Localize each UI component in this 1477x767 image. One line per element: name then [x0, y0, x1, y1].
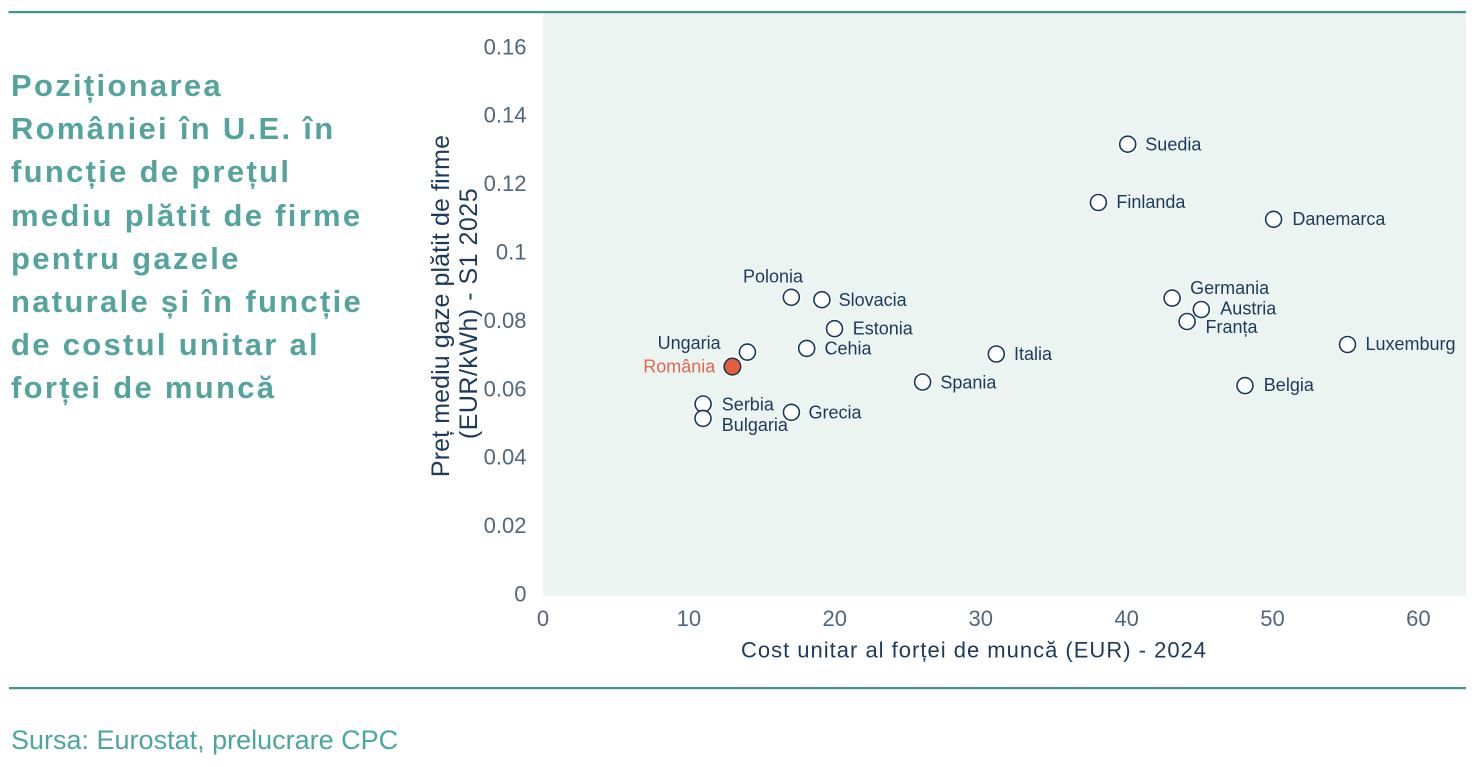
svg-text:Cehia: Cehia: [825, 339, 873, 359]
svg-text:50: 50: [1260, 606, 1284, 631]
svg-text:Polonia: Polonia: [743, 267, 804, 287]
svg-text:0: 0: [514, 582, 526, 607]
svg-text:0.04: 0.04: [484, 445, 527, 470]
svg-text:Finlanda: Finlanda: [1116, 192, 1186, 212]
svg-text:0: 0: [537, 606, 549, 631]
svg-text:0.02: 0.02: [484, 513, 527, 538]
svg-text:Danemarca: Danemarca: [1292, 209, 1386, 229]
svg-text:Belgia: Belgia: [1264, 375, 1315, 395]
svg-text:Grecia: Grecia: [809, 403, 863, 423]
svg-text:Italia: Italia: [1014, 344, 1053, 364]
svg-text:30: 30: [968, 606, 992, 631]
svg-text:10: 10: [677, 606, 701, 631]
svg-text:Ungaria: Ungaria: [658, 333, 722, 353]
svg-text:Estonia: Estonia: [853, 319, 914, 339]
svg-text:60: 60: [1406, 606, 1430, 631]
svg-text:0.12: 0.12: [484, 171, 527, 196]
svg-text:Austria: Austria: [1220, 298, 1277, 318]
svg-text:0.14: 0.14: [484, 103, 527, 128]
svg-text:0.16: 0.16: [484, 34, 527, 59]
svg-text:Luxemburg: Luxemburg: [1366, 334, 1456, 354]
svg-text:România: România: [643, 356, 716, 376]
svg-text:Preț mediu gaze plătit de firm: Preț mediu gaze plătit de firme: [427, 135, 455, 477]
svg-text:Spania: Spania: [940, 373, 997, 393]
svg-text:Slovacia: Slovacia: [839, 290, 908, 310]
svg-text:Franța: Franța: [1206, 317, 1259, 337]
svg-text:20: 20: [823, 606, 847, 631]
svg-text:0.08: 0.08: [484, 308, 527, 333]
svg-text:Suedia: Suedia: [1145, 135, 1202, 155]
svg-text:(EUR/kWh) - S1 2025: (EUR/kWh) - S1 2025: [455, 188, 483, 439]
svg-text:40: 40: [1114, 606, 1138, 631]
svg-text:Bulgaria: Bulgaria: [722, 415, 789, 435]
svg-text:Germania: Germania: [1190, 278, 1270, 298]
svg-text:0.1: 0.1: [496, 240, 527, 265]
svg-text:Cost unitar al forței de muncă: Cost unitar al forței de muncă (EUR) - 2…: [741, 638, 1207, 663]
svg-text:0.06: 0.06: [484, 376, 527, 401]
svg-text:Serbia: Serbia: [722, 394, 775, 414]
